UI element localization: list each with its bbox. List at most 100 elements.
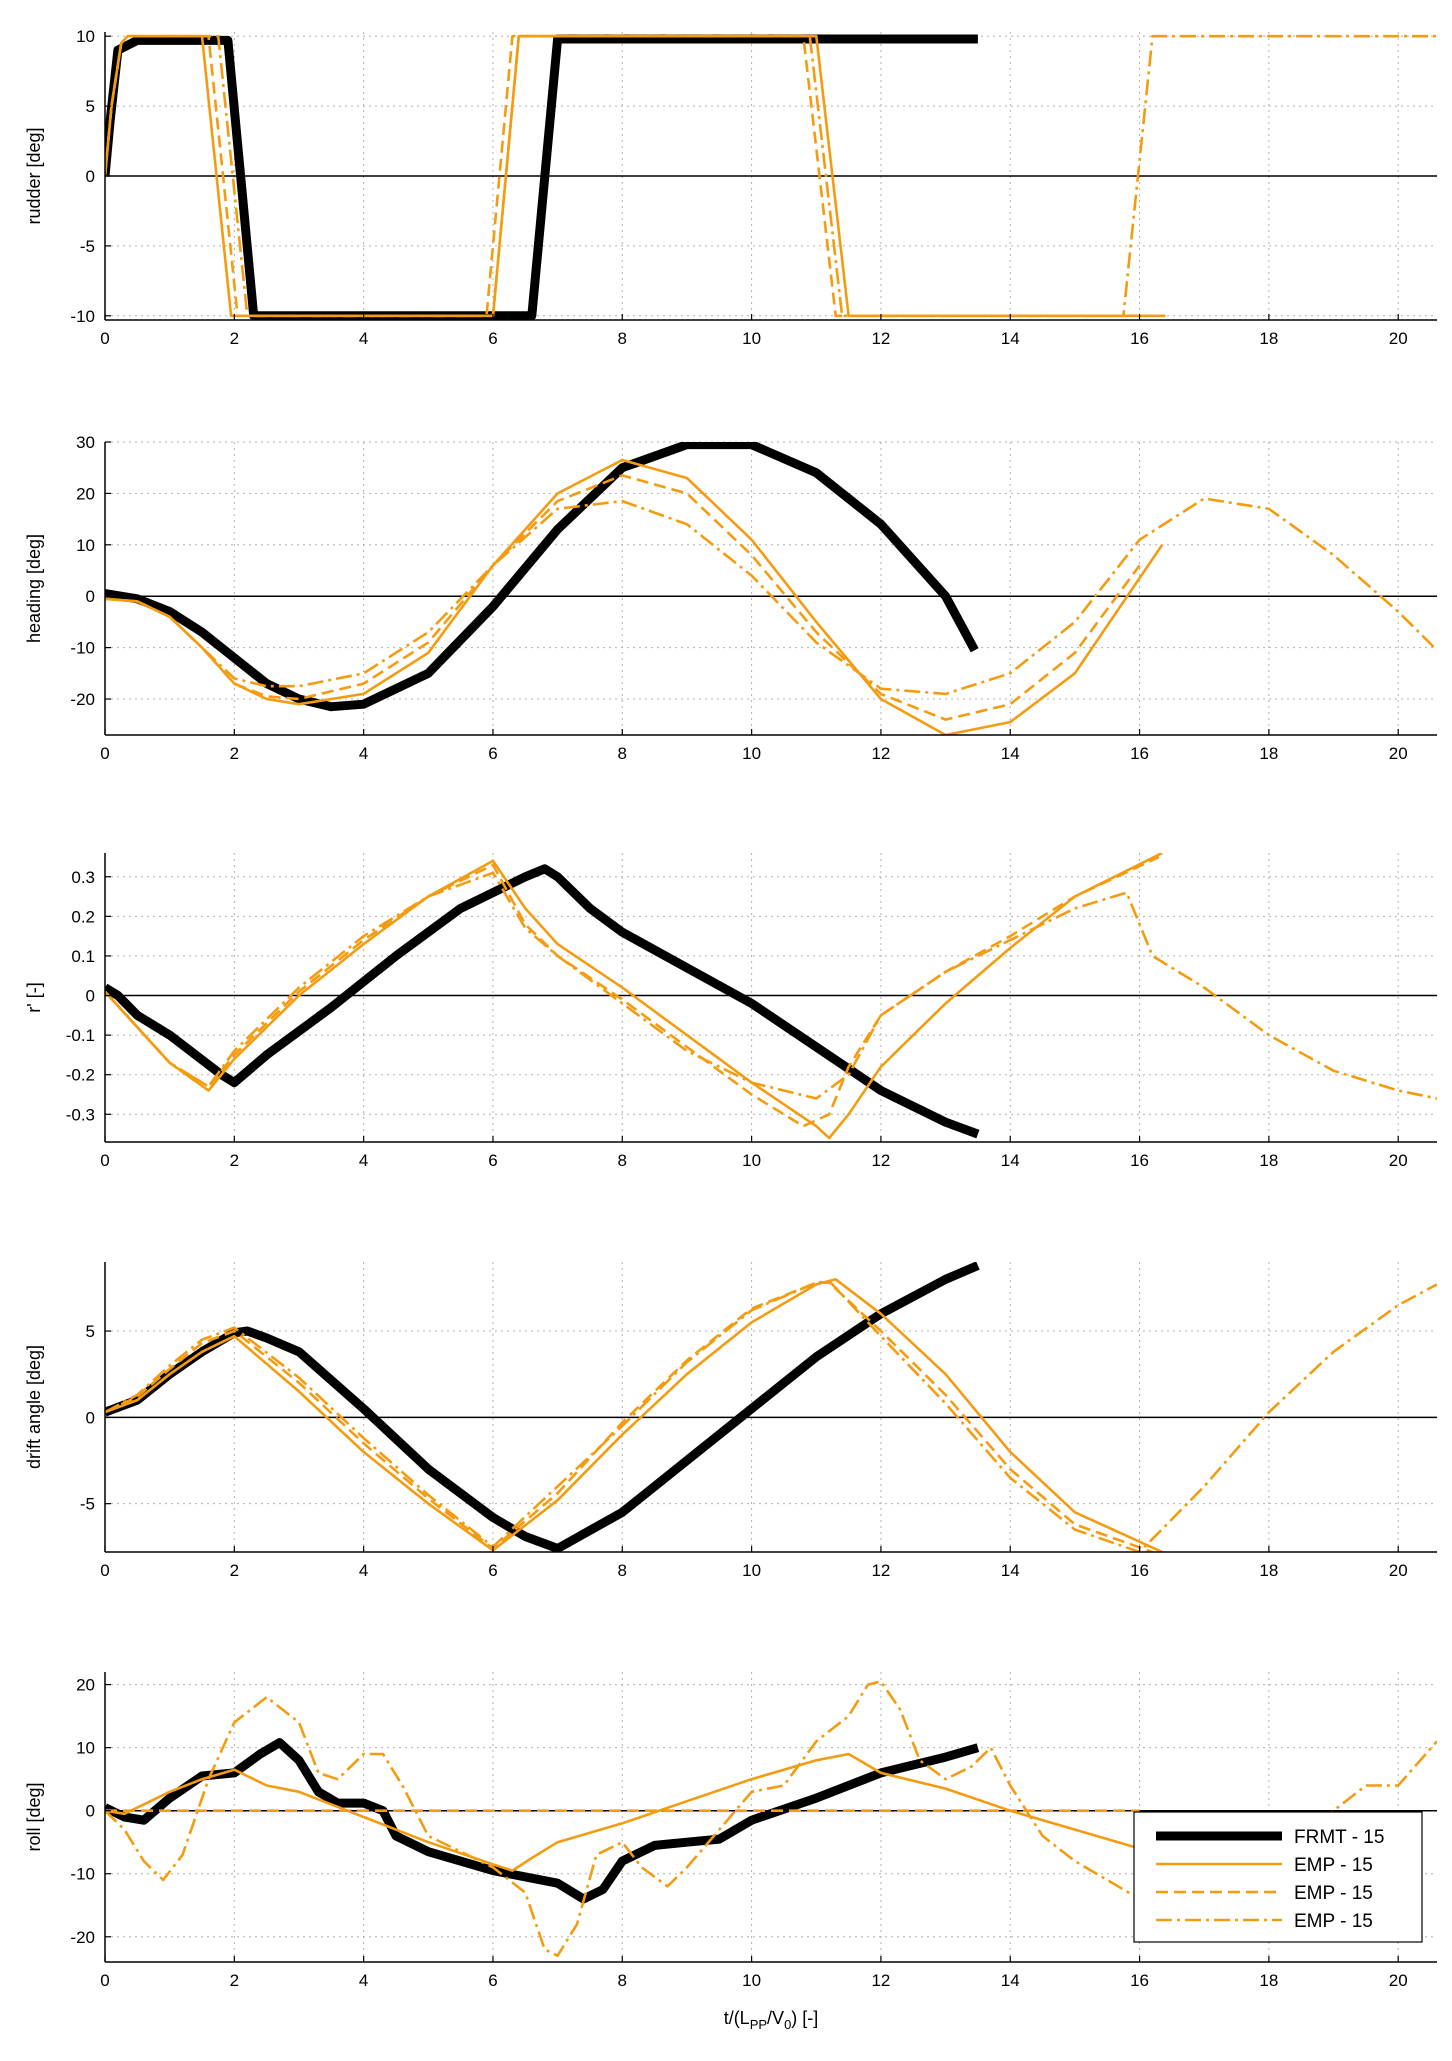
rudder-x-tick-label: 10 bbox=[742, 329, 761, 348]
roll-x-tick-label: 14 bbox=[1001, 1971, 1020, 1990]
roll-y-tick-label: 10 bbox=[76, 1739, 95, 1758]
drift-x-tick-label: 10 bbox=[742, 1561, 761, 1580]
legend-label: EMP - 15 bbox=[1294, 1855, 1373, 1876]
rate-x-tick-label: 12 bbox=[871, 1151, 890, 1170]
rudder-x-tick-label: 0 bbox=[100, 329, 109, 348]
legend-label: EMP - 15 bbox=[1294, 1911, 1373, 1932]
rudder-panel: 0 2 4 6 8 10 12 14 16 18 20 -10 -5 0 5 10 rudder [deg] bbox=[24, 27, 1437, 348]
rudder-x-tick-label: 4 bbox=[359, 329, 368, 348]
heading-series-solid bbox=[105, 458, 1164, 735]
drift-x-tick-label: 18 bbox=[1259, 1561, 1278, 1580]
legend-label: EMP - 15 bbox=[1294, 1883, 1373, 1904]
roll-x-tick-label: 6 bbox=[488, 1971, 497, 1990]
drift-x-tick-label: 8 bbox=[618, 1561, 627, 1580]
rudder-x-tick-label: 16 bbox=[1130, 329, 1149, 348]
rate-x-tick-label: 0 bbox=[100, 1151, 109, 1170]
rate-y-label: r' [-] bbox=[24, 982, 44, 1012]
roll-y-tick-label: -10 bbox=[70, 1865, 95, 1884]
heading-series-dashdot bbox=[105, 497, 1437, 696]
rudder-y-tick-label: 10 bbox=[76, 27, 95, 46]
drift-series-dashdot bbox=[105, 1279, 1437, 1552]
roll-panel: 0 2 4 6 8 10 12 14 16 18 20 -20 -10 0 10 20 roll [deg] t/… bbox=[24, 1672, 1437, 2032]
rate-x-tick-label: 14 bbox=[1001, 1151, 1020, 1170]
rate-y-tick-label: 0 bbox=[86, 987, 95, 1006]
heading-x-tick-label: 2 bbox=[230, 744, 239, 763]
heading-y-tick-label: -20 bbox=[70, 690, 95, 709]
heading-panel: 0 2 4 6 8 10 12 14 16 18 20 -20 -10 0 10 20 30 heading [d… bbox=[24, 433, 1437, 763]
heading-x-tick-label: 18 bbox=[1259, 744, 1278, 763]
drift-x-tick-label: 6 bbox=[488, 1561, 497, 1580]
heading-x-tick-label: 6 bbox=[488, 744, 497, 763]
rudder-x-tick-label: 20 bbox=[1389, 329, 1408, 348]
rate-series-dashed bbox=[105, 855, 1160, 1128]
drift-y-tick-label: 0 bbox=[86, 1408, 95, 1427]
roll-x-tick-label: 16 bbox=[1130, 1971, 1149, 1990]
rate-y-tick-label: 0.1 bbox=[71, 947, 95, 966]
heading-x-tick-label: 14 bbox=[1001, 744, 1020, 763]
heading-y-tick-label: 30 bbox=[76, 433, 95, 452]
heading-y-tick-label: -10 bbox=[70, 639, 95, 658]
roll-x-tick-label: 10 bbox=[742, 1971, 761, 1990]
rudder-y-label: rudder [deg] bbox=[24, 127, 44, 224]
heading-series-dashed bbox=[105, 474, 1141, 721]
rate-series-dashdot bbox=[105, 871, 1437, 1100]
rudder-x-tick-label: 18 bbox=[1259, 329, 1278, 348]
roll-y-label: roll [deg] bbox=[24, 1782, 44, 1851]
heading-y-tick-label: 0 bbox=[86, 587, 95, 606]
rudder-x-tick-label: 8 bbox=[618, 329, 627, 348]
rudder-series-dashed bbox=[105, 34, 1166, 318]
roll-series-solid bbox=[105, 1752, 1166, 1872]
heading-x-tick-label: 16 bbox=[1130, 744, 1149, 763]
rate-y-tick-label: 0.3 bbox=[71, 868, 95, 887]
heading-y-label: heading [deg] bbox=[24, 534, 44, 643]
rate-series-solid bbox=[105, 853, 1163, 1140]
drift-panel: 0 2 4 6 8 10 12 14 16 18 20 -5 0 5 drift angle [deg] bbox=[24, 1262, 1437, 1580]
drift-x-tick-label: 14 bbox=[1001, 1561, 1020, 1580]
x-axis-label: t/(LPP/V0) [-] bbox=[724, 2008, 819, 2032]
roll-x-tick-label: 8 bbox=[618, 1971, 627, 1990]
rudder-y-tick-label: 0 bbox=[86, 167, 95, 186]
rate-y-tick-label: 0.2 bbox=[71, 907, 95, 926]
heading-x-tick-label: 8 bbox=[618, 744, 627, 763]
heading-series-thick-black bbox=[105, 442, 979, 712]
rudder-x-tick-label: 2 bbox=[230, 329, 239, 348]
roll-x-tick-label: 2 bbox=[230, 1971, 239, 1990]
roll-x-tick-label: 0 bbox=[100, 1971, 109, 1990]
rate-x-tick-label: 8 bbox=[618, 1151, 627, 1170]
rate-series-thick-black bbox=[105, 864, 980, 1139]
roll-x-tick-label: 18 bbox=[1259, 1971, 1278, 1990]
legend: FRMT - 15 EMP - 15 EMP - 15 EMP - 15 bbox=[1133, 1811, 1423, 1943]
roll-x-tick-label: 12 bbox=[871, 1971, 890, 1990]
heading-x-tick-label: 10 bbox=[742, 744, 761, 763]
rudder-y-tick-label: -10 bbox=[70, 307, 95, 326]
rudder-y-tick-label: -5 bbox=[80, 237, 95, 256]
rudder-series-thick-black bbox=[105, 34, 978, 320]
rate-y-tick-label: -0.3 bbox=[66, 1105, 95, 1124]
rate-x-tick-label: 2 bbox=[230, 1151, 239, 1170]
heading-x-tick-label: 0 bbox=[100, 744, 109, 763]
drift-series-solid bbox=[105, 1278, 1163, 1552]
rudder-x-tick-label: 12 bbox=[871, 329, 890, 348]
roll-y-tick-label: -20 bbox=[70, 1928, 95, 1947]
heading-x-tick-label: 20 bbox=[1389, 744, 1408, 763]
rate-x-tick-label: 16 bbox=[1130, 1151, 1149, 1170]
rate-x-tick-label: 6 bbox=[488, 1151, 497, 1170]
legend-label: FRMT - 15 bbox=[1294, 1827, 1384, 1848]
rate-y-tick-label: -0.2 bbox=[66, 1066, 95, 1085]
drift-series-thick-black bbox=[105, 1262, 980, 1552]
drift-x-tick-label: 2 bbox=[230, 1561, 239, 1580]
drift-x-tick-label: 0 bbox=[100, 1561, 109, 1580]
drift-y-label: drift angle [deg] bbox=[24, 1345, 44, 1469]
drift-x-tick-label: 12 bbox=[871, 1561, 890, 1580]
heading-y-tick-label: 20 bbox=[76, 484, 95, 503]
roll-y-tick-label: 0 bbox=[86, 1802, 95, 1821]
rate-y-tick-label: -0.1 bbox=[66, 1026, 95, 1045]
roll-x-tick-label: 20 bbox=[1389, 1971, 1408, 1990]
heading-x-tick-label: 4 bbox=[359, 744, 368, 763]
rudder-y-tick-label: 5 bbox=[86, 97, 95, 116]
drift-x-tick-label: 16 bbox=[1130, 1561, 1149, 1580]
rate-x-tick-label: 10 bbox=[742, 1151, 761, 1170]
roll-y-tick-label: 20 bbox=[76, 1676, 95, 1695]
rate-x-tick-label: 20 bbox=[1389, 1151, 1408, 1170]
